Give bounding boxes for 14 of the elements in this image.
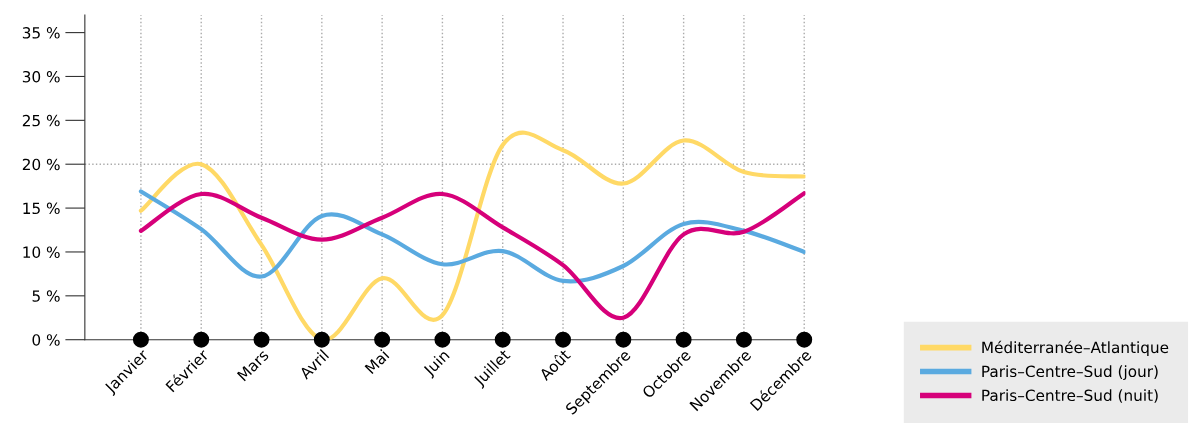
y-tick-label: 25 % xyxy=(22,114,60,127)
y-tick-label: 15 % xyxy=(23,202,60,215)
y-tick-label: 5 % xyxy=(32,290,60,302)
legend-label: Paris–Centre–Sud (nuit) xyxy=(982,389,1158,403)
y-tick-label: 35 % xyxy=(22,27,60,39)
legend-label: Paris–Centre–Sud (jour) xyxy=(982,365,1158,381)
line-series xyxy=(138,189,806,284)
y-tick-label: 30 % xyxy=(22,70,60,83)
legend-label: Méditerranée–Atlantique xyxy=(982,340,1169,357)
y-tick-label: 20 % xyxy=(22,158,60,171)
y-tick-label: 0 % xyxy=(32,334,60,346)
line-series xyxy=(138,191,806,321)
y-tick-label: 10 % xyxy=(23,246,60,258)
x-tick-label: Mai xyxy=(364,349,390,375)
